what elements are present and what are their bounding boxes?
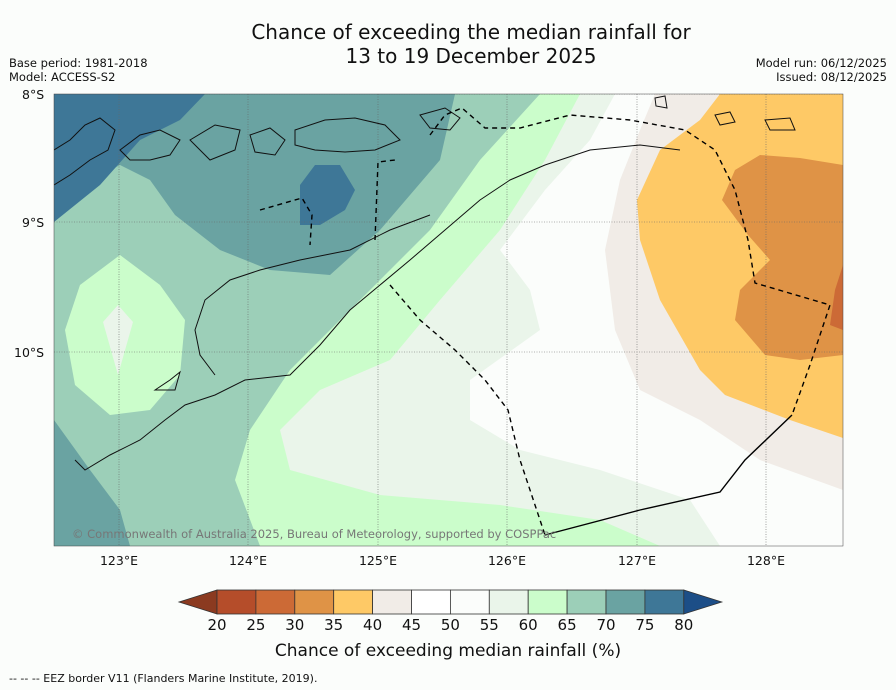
colorbar-tick-55: 55 [479, 616, 499, 634]
map-frame [53, 93, 844, 547]
colorbar-tick-25: 25 [246, 616, 266, 634]
lon-label-125e: 125°E [358, 553, 397, 568]
colorbar-tick-70: 70 [596, 616, 616, 634]
eez-legend-note: -- -- -- EEZ border V11 (Flanders Marine… [9, 672, 318, 685]
lon-label-126e: 126°E [487, 553, 526, 568]
colorbar-extension-low [177, 589, 218, 615]
map-title: Chance of exceeding the median rainfall … [0, 20, 896, 68]
lon-label-124e: 124°E [228, 553, 267, 568]
colorbar-tick-75: 75 [635, 616, 655, 634]
title-line-2: 13 to 19 December 2025 [345, 44, 597, 68]
model-run: Model run: 06/12/2025 [755, 56, 887, 70]
colorbar-swatch-50-55 [449, 589, 490, 615]
colorbar-swatch-65-70 [566, 589, 607, 615]
lon-label-127e: 127°E [617, 553, 656, 568]
contour-70-75-sw [54, 420, 130, 546]
colorbar-swatch-30-35 [294, 589, 335, 615]
lon-label-123e: 123°E [99, 553, 138, 568]
colorbar-tick-40: 40 [363, 616, 383, 634]
map-area [54, 94, 843, 546]
gridlines [54, 94, 843, 546]
lat-label-9s: 9°S [22, 215, 45, 230]
colorbar-swatch-20-25 [216, 589, 257, 615]
coastlines [54, 95, 796, 471]
colorbar-extension-high [683, 589, 724, 615]
eez-borders [259, 107, 831, 536]
base-period: Base period: 1981-2018 [9, 56, 148, 70]
colorbar-swatch-40-45 [372, 589, 412, 615]
meta-left: Base period: 1981-2018 Model: ACCESS-S2 [9, 56, 148, 84]
issued-date: Issued: 08/12/2025 [776, 70, 887, 84]
meta-right: Model run: 06/12/2025 Issued: 08/12/2025 [756, 56, 887, 84]
colorbar [177, 589, 724, 615]
colorbar-tick-30: 30 [285, 616, 305, 634]
contour-25-30 [830, 265, 843, 330]
colorbar-tick-80: 80 [674, 616, 694, 634]
colorbar-swatch-70-75 [605, 589, 646, 615]
title-line-1: Chance of exceeding the median rainfall … [251, 20, 691, 44]
colorbar-swatch-45-50 [411, 589, 451, 615]
colorbar-tick-65: 65 [557, 616, 577, 634]
model-name: Model: ACCESS-S2 [9, 70, 116, 84]
colorbar-swatch-75-80 [644, 589, 685, 615]
contour-30-35 [722, 155, 843, 360]
colorbar-swatch-55-60 [488, 589, 529, 615]
colorbar-swatch-35-40 [333, 589, 374, 615]
lat-label-8s: 8°S [22, 87, 45, 102]
colorbar-tick-20: 20 [207, 616, 227, 634]
colorbar-tick-50: 50 [440, 616, 460, 634]
colorbar-tick-35: 35 [324, 616, 344, 634]
colorbar-title: Chance of exceeding median rainfall (%) [274, 641, 622, 661]
contour-75-80-blob [300, 165, 355, 225]
colorbar-tick-60: 60 [518, 616, 538, 634]
copyright-notice: © Commonwealth of Australia 2025, Bureau… [72, 527, 556, 541]
lat-label-10s: 10°S [14, 345, 45, 360]
lon-label-128e: 128°E [746, 553, 785, 568]
contour-75-80-nw [54, 94, 205, 222]
contour-55-60-west [103, 305, 133, 375]
colorbar-swatch-60-65 [527, 589, 568, 615]
colorbar-swatch-25-30 [255, 589, 296, 615]
colorbar-tick-45: 45 [401, 616, 422, 634]
contour-70-75 [54, 94, 455, 275]
